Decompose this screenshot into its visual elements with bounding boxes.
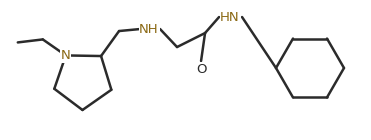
Text: NH: NH [139, 23, 159, 36]
Text: O: O [196, 63, 206, 76]
Text: N: N [61, 49, 70, 62]
Text: HN: HN [220, 10, 240, 24]
